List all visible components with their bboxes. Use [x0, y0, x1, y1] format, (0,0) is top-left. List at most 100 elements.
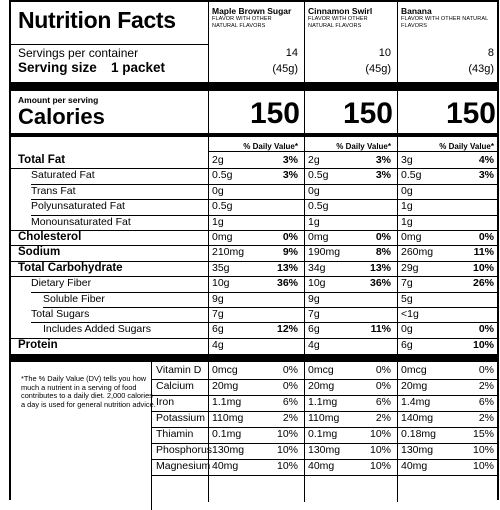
nutrient-daily-value: 0% [375, 231, 391, 243]
divider [208, 151, 499, 152]
product-name: Cinnamon Swirl [308, 6, 373, 16]
nutrient-daily-value: 10% [472, 338, 494, 351]
row-divider [151, 379, 499, 381]
nutrient-amount: 1g [308, 215, 320, 228]
vitamin-amount: 40mg [308, 460, 335, 473]
nutrient-daily-value: 10% [472, 261, 494, 274]
calories-label: Calories [18, 104, 105, 129]
row-divider [151, 443, 499, 445]
nutrient-amount: 260mg [401, 246, 434, 259]
product-flavor: FLAVOR WITH OTHER NATURAL FLAVORS [212, 16, 272, 29]
column-divider [304, 2, 305, 502]
nutrient-amount: 6g [212, 323, 224, 336]
amount-per-serving: Amount per serving [18, 95, 99, 105]
vitamin-amount: 110mg [308, 412, 340, 425]
vitamin-amount: 1.1mg [308, 396, 338, 409]
nutrient-daily-value: 0% [282, 231, 298, 243]
nutrient-amount: 0.5g [308, 169, 329, 182]
row-divider [11, 168, 499, 170]
row-divider [31, 183, 499, 185]
vitamin-label: Magnesium [156, 460, 211, 473]
vitamin-daily-value: 10% [369, 444, 391, 457]
vitamin-label: Vitamin D [156, 364, 202, 377]
nutrient-label: Trans Fat [31, 184, 76, 197]
vitamin-daily-value: 2% [478, 380, 494, 393]
nutrient-amount: <1g [401, 308, 419, 320]
serving-weight: (45g) [365, 63, 391, 75]
vitamin-amount: 0.1mg [308, 428, 338, 441]
nutrient-amount: 4g [212, 338, 224, 351]
row-divider [151, 395, 499, 397]
nutrient-amount: 7g [308, 308, 320, 320]
vitamin-amount: 0.1mg [212, 428, 242, 441]
vitamin-daily-value: 0% [375, 380, 391, 393]
vitamin-label: Iron [156, 396, 175, 409]
vitamin-daily-value: 2% [478, 412, 494, 425]
nutrient-daily-value: 3% [375, 154, 391, 166]
vitamin-amount: 0mcg [212, 364, 238, 377]
nutrient-label: Dietary Fiber [31, 277, 92, 290]
nutrient-daily-value: 0% [478, 323, 494, 336]
serving-size-label: Serving size [18, 60, 97, 75]
vitamin-amount: 20mg [212, 380, 239, 393]
vitamin-daily-value: 2% [282, 412, 298, 425]
vitamin-amount: 1.1mg [212, 396, 242, 409]
row-divider [151, 427, 499, 429]
vitamin-daily-value: 10% [276, 460, 298, 473]
nutrient-daily-value: 9% [282, 246, 298, 259]
nutrient-amount: 34g [308, 261, 326, 274]
vitamin-daily-value: 6% [282, 396, 298, 409]
nutrient-amount: 0g [308, 184, 320, 197]
calories-value: 150 [342, 97, 393, 130]
daily-value-header: % Daily Value* [243, 142, 298, 151]
nutrient-amount: 0mg [401, 231, 422, 243]
vitamin-label: Thiamin [156, 428, 194, 441]
nutrient-amount: 0g [401, 184, 413, 197]
vitamin-amount: 130mg [308, 444, 341, 457]
column-divider [208, 2, 209, 502]
row-divider [11, 245, 499, 247]
servings-count: 14 [285, 47, 298, 59]
nutrient-amount: 0.5g [401, 169, 422, 182]
nutrient-daily-value: 3% [375, 169, 391, 182]
nutrient-amount: 0mg [212, 231, 233, 243]
vitamin-label: Phosphorus [156, 444, 213, 457]
vitamin-daily-value: 10% [369, 428, 391, 441]
page-title: Nutrition Facts [18, 7, 176, 33]
footnote: *The % Daily Value (DV) tells you how mu… [21, 374, 156, 409]
vitamin-daily-value: 0% [282, 364, 298, 377]
product-flavor: FLAVOR WITH OTHER NATURAL FLAVORS [308, 16, 368, 29]
nutrition-facts-panel: Nutrition Facts Maple Brown Sugar FLAVOR W… [9, 0, 499, 510]
nutrient-amount: 0.5g [308, 200, 329, 213]
vitamin-daily-value: 10% [472, 460, 494, 473]
vitamin-amount: 130mg [212, 444, 245, 457]
nutrient-amount: 9g [212, 292, 224, 305]
vitamin-daily-value: 15% [472, 428, 494, 441]
vitamin-amount: 0mcg [401, 364, 427, 377]
row-divider [11, 276, 499, 278]
row-divider [151, 411, 499, 413]
row-divider [31, 199, 499, 201]
vitamin-amount: 140mg [401, 412, 434, 425]
medium-rule [11, 133, 499, 137]
nutrient-daily-value: 8% [375, 246, 391, 259]
nutrient-label: Includes Added Sugars [43, 323, 151, 336]
vitamin-amount: 0.18mg [401, 428, 437, 441]
row-divider [43, 307, 499, 308]
nutrient-label: Soluble Fiber [43, 292, 105, 305]
nutrient-amount: 7g [212, 308, 224, 320]
nutrient-amount: 0g [401, 323, 413, 336]
row-divider [11, 260, 499, 262]
vitamin-daily-value: 2% [375, 412, 391, 425]
nutrient-label: Saturated Fat [31, 169, 95, 182]
nutrient-amount: 3g [401, 154, 413, 166]
vitamin-daily-value: 0% [478, 364, 494, 377]
nutrient-label: Monounsaturated Fat [31, 215, 131, 228]
nutrient-daily-value: 3% [478, 169, 494, 182]
nutrient-daily-value: 3% [282, 154, 298, 166]
nutrient-daily-value: 12% [276, 323, 298, 336]
nutrient-amount: 9g [308, 292, 320, 305]
nutrient-amount: 0.5g [212, 169, 233, 182]
vitamin-daily-value: 10% [472, 444, 494, 457]
vitamin-daily-value: 10% [276, 428, 298, 441]
